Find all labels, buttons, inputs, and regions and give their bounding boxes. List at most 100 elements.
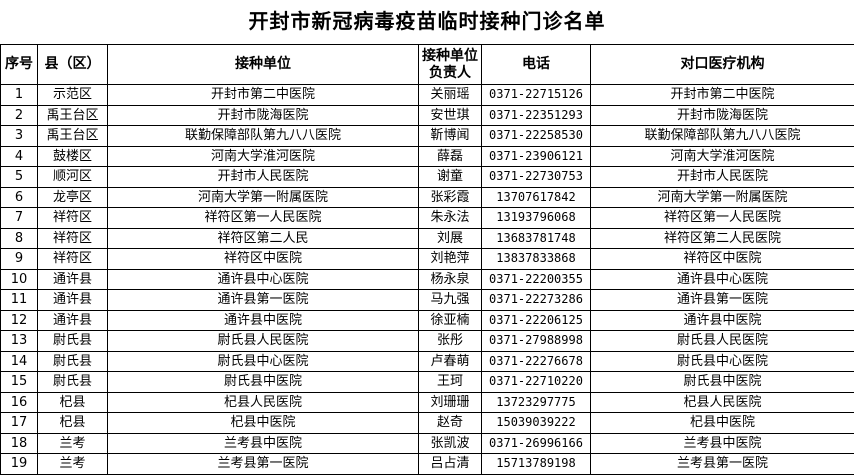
cell-contact: 赵奇 — [418, 412, 482, 434]
cell-county: 兰考 — [37, 453, 108, 475]
cell-county: 尉氏县 — [37, 371, 108, 393]
cell-contact: 关丽瑶 — [418, 84, 482, 106]
cell-site: 通许县中医院 — [107, 309, 419, 331]
header-site: 接种单位 — [107, 44, 419, 85]
cell-index: 19 — [0, 453, 38, 475]
cell-county: 祥符区 — [37, 227, 108, 249]
cell-contact: 刘展 — [418, 227, 482, 249]
cell-county: 尉氏县 — [37, 350, 108, 372]
table-row: 2 禹王台区 开封市陇海医院 安世琪 0371-22351293 开封市陇海医院 — [0, 104, 854, 126]
cell-partner: 祥符区中医院 — [590, 248, 854, 270]
cell-index: 18 — [0, 432, 38, 454]
header-contact-line1: 接种单位 — [422, 47, 478, 64]
table-row: 7 祥符区 祥符区第一人民医院 朱永法 13193796068 祥符区第一人民医院 — [0, 207, 854, 229]
cell-phone: 0371-22351293 — [481, 104, 591, 126]
cell-partner: 尉氏县人民医院 — [590, 330, 854, 352]
cell-phone: 0371-22276678 — [481, 350, 591, 372]
table-row: 11 通许县 通许县第一医院 马九强 0371-22273286 通许县第一医院 — [0, 289, 854, 311]
cell-partner: 开封市第二中医院 — [590, 84, 854, 106]
cell-index: 10 — [0, 268, 38, 290]
cell-partner: 通许县中心医院 — [590, 268, 854, 290]
cell-county: 龙亭区 — [37, 186, 108, 208]
cell-index: 13 — [0, 330, 38, 352]
cell-index: 7 — [0, 207, 38, 229]
cell-partner: 杞县人民医院 — [590, 391, 854, 413]
cell-county: 禹王台区 — [37, 104, 108, 126]
cell-partner: 尉氏县中心医院 — [590, 350, 854, 372]
cell-phone: 0371-22715126 — [481, 84, 591, 106]
cell-phone: 13837833868 — [481, 248, 591, 270]
cell-site: 联勤保障部队第九八八医院 — [107, 125, 419, 147]
cell-index: 2 — [0, 104, 38, 126]
cell-site: 杞县人民医院 — [107, 391, 419, 413]
cell-contact: 刘珊珊 — [418, 391, 482, 413]
table-row: 6 龙亭区 河南大学第一附属医院 张彩霞 13707617842 河南大学第一附属医院 — [0, 186, 854, 208]
cell-contact: 薛磊 — [418, 145, 482, 167]
cell-partner: 河南大学第一附属医院 — [590, 186, 854, 208]
cell-contact: 王珂 — [418, 371, 482, 393]
cell-site: 开封市陇海医院 — [107, 104, 419, 126]
cell-index: 15 — [0, 371, 38, 393]
cell-contact: 靳博闻 — [418, 125, 482, 147]
cell-contact: 朱永法 — [418, 207, 482, 229]
cell-county: 顺河区 — [37, 166, 108, 188]
cell-contact: 谢童 — [418, 166, 482, 188]
table-row: 1 示范区 开封市第二中医院 关丽瑶 0371-22715126 开封市第二中医院 — [0, 84, 854, 106]
cell-index: 3 — [0, 125, 38, 147]
table-row: 5 顺河区 开封市人民医院 谢童 0371-22730753 开封市人民医院 — [0, 166, 854, 188]
table-row: 16 杞县 杞县人民医院 刘珊珊 13723297775 杞县人民医院 — [0, 391, 854, 413]
cell-index: 11 — [0, 289, 38, 311]
cell-index: 17 — [0, 412, 38, 434]
table-row: 8 祥符区 祥符区第二人民 刘展 13683781748 祥符区第二人民医院 — [0, 227, 854, 249]
cell-contact: 安世琪 — [418, 104, 482, 126]
cell-site: 尉氏县中心医院 — [107, 350, 419, 372]
cell-county: 尉氏县 — [37, 330, 108, 352]
table-row: 9 祥符区 祥符区中医院 刘艳萍 13837833868 祥符区中医院 — [0, 248, 854, 270]
cell-county: 禹王台区 — [37, 125, 108, 147]
cell-index: 5 — [0, 166, 38, 188]
cell-index: 6 — [0, 186, 38, 208]
cell-phone: 13723297775 — [481, 391, 591, 413]
cell-index: 8 — [0, 227, 38, 249]
cell-index: 4 — [0, 145, 38, 167]
cell-site: 祥符区第一人民医院 — [107, 207, 419, 229]
cell-index: 9 — [0, 248, 38, 270]
cell-phone: 13683781748 — [481, 227, 591, 249]
cell-phone: 0371-22200355 — [481, 268, 591, 290]
cell-contact: 卢春萌 — [418, 350, 482, 372]
cell-contact: 杨永泉 — [418, 268, 482, 290]
cell-site: 通许县中心医院 — [107, 268, 419, 290]
cell-phone: 0371-22258530 — [481, 125, 591, 147]
cell-site: 河南大学淮河医院 — [107, 145, 419, 167]
cell-county: 兰考 — [37, 432, 108, 454]
cell-site: 祥符区中医院 — [107, 248, 419, 270]
header-index: 序号 — [0, 44, 38, 85]
cell-partner: 开封市陇海医院 — [590, 104, 854, 126]
cell-site: 兰考县中医院 — [107, 432, 419, 454]
cell-partner: 尉氏县中医院 — [590, 371, 854, 393]
cell-county: 杞县 — [37, 391, 108, 413]
cell-contact: 徐亚楠 — [418, 309, 482, 331]
cell-contact: 马九强 — [418, 289, 482, 311]
header-phone: 电话 — [481, 44, 591, 85]
cell-phone: 0371-22206125 — [481, 309, 591, 331]
cell-phone: 15713789198 — [481, 453, 591, 475]
cell-contact: 刘艳萍 — [418, 248, 482, 270]
table-row: 10 通许县 通许县中心医院 杨永泉 0371-22200355 通许县中心医院 — [0, 268, 854, 290]
cell-contact: 张彤 — [418, 330, 482, 352]
cell-partner: 河南大学淮河医院 — [590, 145, 854, 167]
cell-index: 16 — [0, 391, 38, 413]
cell-phone: 13193796068 — [481, 207, 591, 229]
cell-county: 通许县 — [37, 289, 108, 311]
cell-site: 杞县中医院 — [107, 412, 419, 434]
cell-phone: 0371-26996166 — [481, 432, 591, 454]
table-row: 12 通许县 通许县中医院 徐亚楠 0371-22206125 通许县中医院 — [0, 309, 854, 331]
document-title: 开封市新冠病毒疫苗临时接种门诊名单 — [248, 9, 606, 33]
table-row: 14 尉氏县 尉氏县中心医院 卢春萌 0371-22276678 尉氏县中心医院 — [0, 350, 854, 372]
table-row: 3 禹王台区 联勤保障部队第九八八医院 靳博闻 0371-22258530 联勤保障部队第… — [0, 125, 854, 147]
cell-phone: 0371-22710220 — [481, 371, 591, 393]
header-contact: 接种单位 负责人 — [418, 44, 482, 85]
cell-contact: 吕占清 — [418, 453, 482, 475]
clinic-table: 序号 县（区） 接种单位 接种单位 负责人 电话 对口医疗机构 1 示范区 开封市第二… — [0, 44, 854, 475]
cell-county: 示范区 — [37, 84, 108, 106]
